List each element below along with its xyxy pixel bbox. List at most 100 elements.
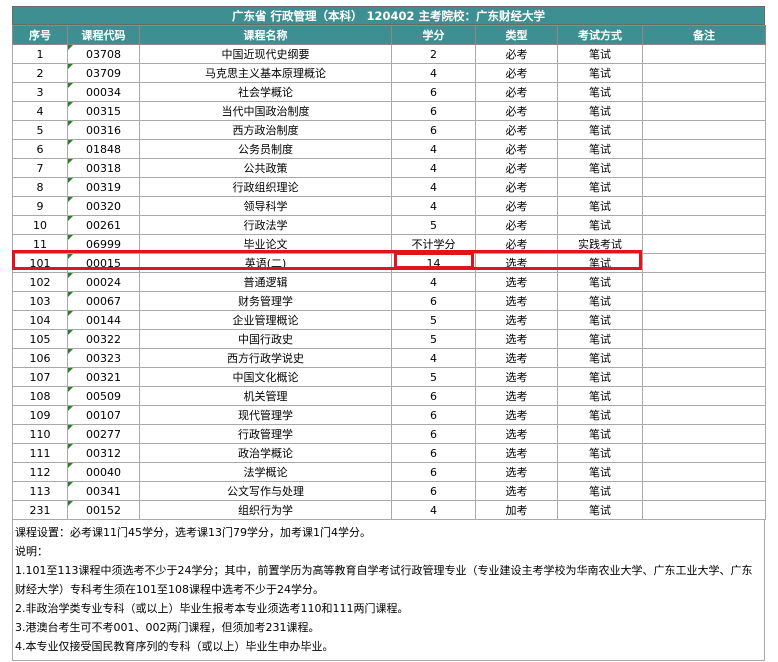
cell-remarks [642, 63, 766, 83]
col-header-seq: 序号 [12, 25, 68, 45]
cell-exam-method: 笔试 [557, 462, 643, 482]
cell-type: 必考 [475, 101, 558, 121]
cell-credits: 5 [391, 329, 476, 349]
table-row: 6 01848 公务员制度 4 必考 笔试 [12, 139, 766, 159]
cell-remarks [642, 386, 766, 406]
table-row: 110 00277 行政管理学 6 选考 笔试 [12, 424, 766, 444]
cell-remarks [642, 139, 766, 159]
cell-remarks [642, 253, 766, 273]
cell-remarks [642, 44, 766, 64]
cell-seq: 1 [12, 44, 68, 64]
cell-code: 00277 [67, 424, 140, 444]
cell-credits: 4 [391, 177, 476, 197]
cell-remarks [642, 367, 766, 387]
cell-credits: 5 [391, 367, 476, 387]
cell-seq: 104 [12, 310, 68, 330]
table-row: 103 00067 财务管理学 6 选考 笔试 [12, 291, 766, 311]
cell-seq: 103 [12, 291, 68, 311]
cell-type: 选考 [475, 348, 558, 368]
table-row: 231 00152 组织行为学 4 加考 笔试 [12, 500, 766, 520]
cell-type: 必考 [475, 158, 558, 178]
cell-remarks [642, 310, 766, 330]
cell-type: 加考 [475, 500, 558, 520]
cell-credits: 6 [391, 101, 476, 121]
col-header-exam-method: 考试方式 [557, 25, 643, 45]
cell-type: 选考 [475, 443, 558, 463]
col-header-type: 类型 [475, 25, 558, 45]
cell-seq: 231 [12, 500, 68, 520]
cell-seq: 108 [12, 386, 68, 406]
cell-exam-method: 笔试 [557, 291, 643, 311]
cell-name: 社会学概论 [139, 82, 392, 102]
cell-code: 00322 [67, 329, 140, 349]
cell-credits: 4 [391, 196, 476, 216]
table-row: 111 00312 政治学概论 6 选考 笔试 [12, 443, 766, 463]
cell-seq: 8 [12, 177, 68, 197]
cell-seq: 7 [12, 158, 68, 178]
cell-type: 必考 [475, 120, 558, 140]
cell-type: 选考 [475, 367, 558, 387]
cell-code: 00319 [67, 177, 140, 197]
table-header-row: 序号 课程代码 课程名称 学分 类型 考试方式 备注 [12, 25, 766, 45]
cell-exam-method: 笔试 [557, 120, 643, 140]
cell-seq: 107 [12, 367, 68, 387]
course-table: 序号 课程代码 课程名称 学分 类型 考试方式 备注 1 03708 中国近现代史纲… [12, 25, 766, 520]
cell-code: 00320 [67, 196, 140, 216]
cell-credits: 6 [391, 424, 476, 444]
cell-credits: 14 [391, 253, 476, 273]
cell-remarks [642, 424, 766, 444]
cell-exam-method: 笔试 [557, 63, 643, 83]
cell-credits: 6 [391, 120, 476, 140]
cell-credits: 6 [391, 386, 476, 406]
cell-type: 选考 [475, 329, 558, 349]
cell-exam-method: 笔试 [557, 424, 643, 444]
cell-exam-method: 笔试 [557, 82, 643, 102]
cell-code: 00015 [67, 253, 140, 273]
cell-seq: 9 [12, 196, 68, 216]
cell-code: 00024 [67, 272, 140, 292]
cell-name: 中国文化概论 [139, 367, 392, 387]
cell-name: 政治学概论 [139, 443, 392, 463]
cell-exam-method: 笔试 [557, 405, 643, 425]
note-item: 1.101至113课程中须选考不少于24学分；其中，前置学历为高等教育自学考试行… [15, 564, 753, 596]
cell-code: 00316 [67, 120, 140, 140]
cell-code: 03709 [67, 63, 140, 83]
cell-exam-method: 笔试 [557, 329, 643, 349]
cell-remarks [642, 329, 766, 349]
cell-remarks [642, 120, 766, 140]
cell-type: 选考 [475, 291, 558, 311]
cell-credits: 4 [391, 63, 476, 83]
cell-seq: 106 [12, 348, 68, 368]
curriculum-sheet: 广东省 行政管理（本科） 120402 主考院校：广东财经大学 序号 课程代码 … [12, 6, 766, 661]
cell-credits: 6 [391, 82, 476, 102]
cell-code: 06999 [67, 234, 140, 254]
cell-seq: 101 [12, 253, 68, 273]
cell-credits: 6 [391, 405, 476, 425]
cell-name: 毕业论文 [139, 234, 392, 254]
cell-name: 行政法学 [139, 215, 392, 235]
cell-seq: 11 [12, 234, 68, 254]
table-row: 106 00323 西方行政学说史 4 选考 笔试 [12, 348, 766, 368]
cell-remarks [642, 234, 766, 254]
note-item: 4.本专业仅接受国民教育序列的专科（或以上）毕业生申办毕业。 [15, 640, 334, 653]
cell-name: 马克思主义基本原理概论 [139, 63, 392, 83]
cell-code: 00261 [67, 215, 140, 235]
cell-credits: 4 [391, 272, 476, 292]
cell-name: 行政管理学 [139, 424, 392, 444]
cell-remarks [642, 196, 766, 216]
cell-name: 领导科学 [139, 196, 392, 216]
table-row: 9 00320 领导科学 4 必考 笔试 [12, 196, 766, 216]
cell-name: 公务员制度 [139, 139, 392, 159]
table-row: 102 00024 普通逻辑 4 选考 笔试 [12, 272, 766, 292]
cell-remarks [642, 158, 766, 178]
cell-credits: 2 [391, 44, 476, 64]
note-item: 2.非政治学类专业专科（或以上）毕业生报考本专业须选考110和111两门课程。 [15, 602, 409, 615]
cell-code: 00144 [67, 310, 140, 330]
cell-credits: 6 [391, 443, 476, 463]
cell-remarks [642, 101, 766, 121]
note-heading: 说明： [15, 545, 48, 558]
cell-remarks [642, 291, 766, 311]
cell-type: 必考 [475, 139, 558, 159]
cell-type: 必考 [475, 44, 558, 64]
cell-name: 当代中国政治制度 [139, 101, 392, 121]
